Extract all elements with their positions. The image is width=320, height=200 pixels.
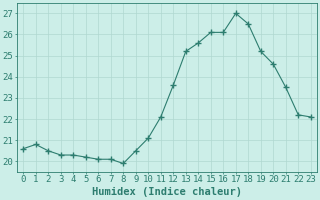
X-axis label: Humidex (Indice chaleur): Humidex (Indice chaleur)	[92, 187, 242, 197]
